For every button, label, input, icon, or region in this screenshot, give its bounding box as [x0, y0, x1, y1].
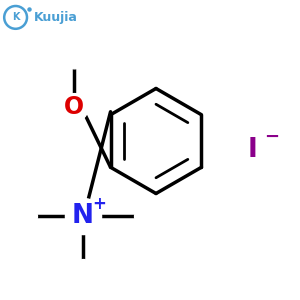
Text: O: O [63, 94, 84, 118]
Text: K: K [12, 12, 20, 22]
Text: I: I [247, 137, 257, 163]
Text: −: − [264, 128, 279, 146]
Text: N: N [71, 203, 94, 229]
Text: +: + [92, 195, 106, 213]
Text: Kuujia: Kuujia [34, 11, 77, 24]
